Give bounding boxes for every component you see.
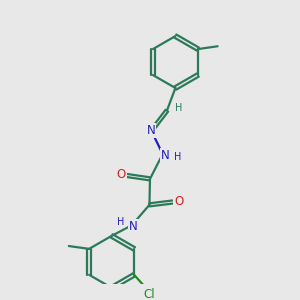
Text: H: H [175, 103, 182, 113]
Text: N: N [161, 149, 170, 162]
Text: N: N [146, 124, 155, 137]
Text: H: H [174, 152, 181, 162]
Text: H: H [117, 217, 124, 227]
Text: N: N [129, 220, 138, 233]
Text: O: O [174, 195, 183, 208]
Text: O: O [117, 168, 126, 182]
Text: Cl: Cl [144, 287, 155, 300]
